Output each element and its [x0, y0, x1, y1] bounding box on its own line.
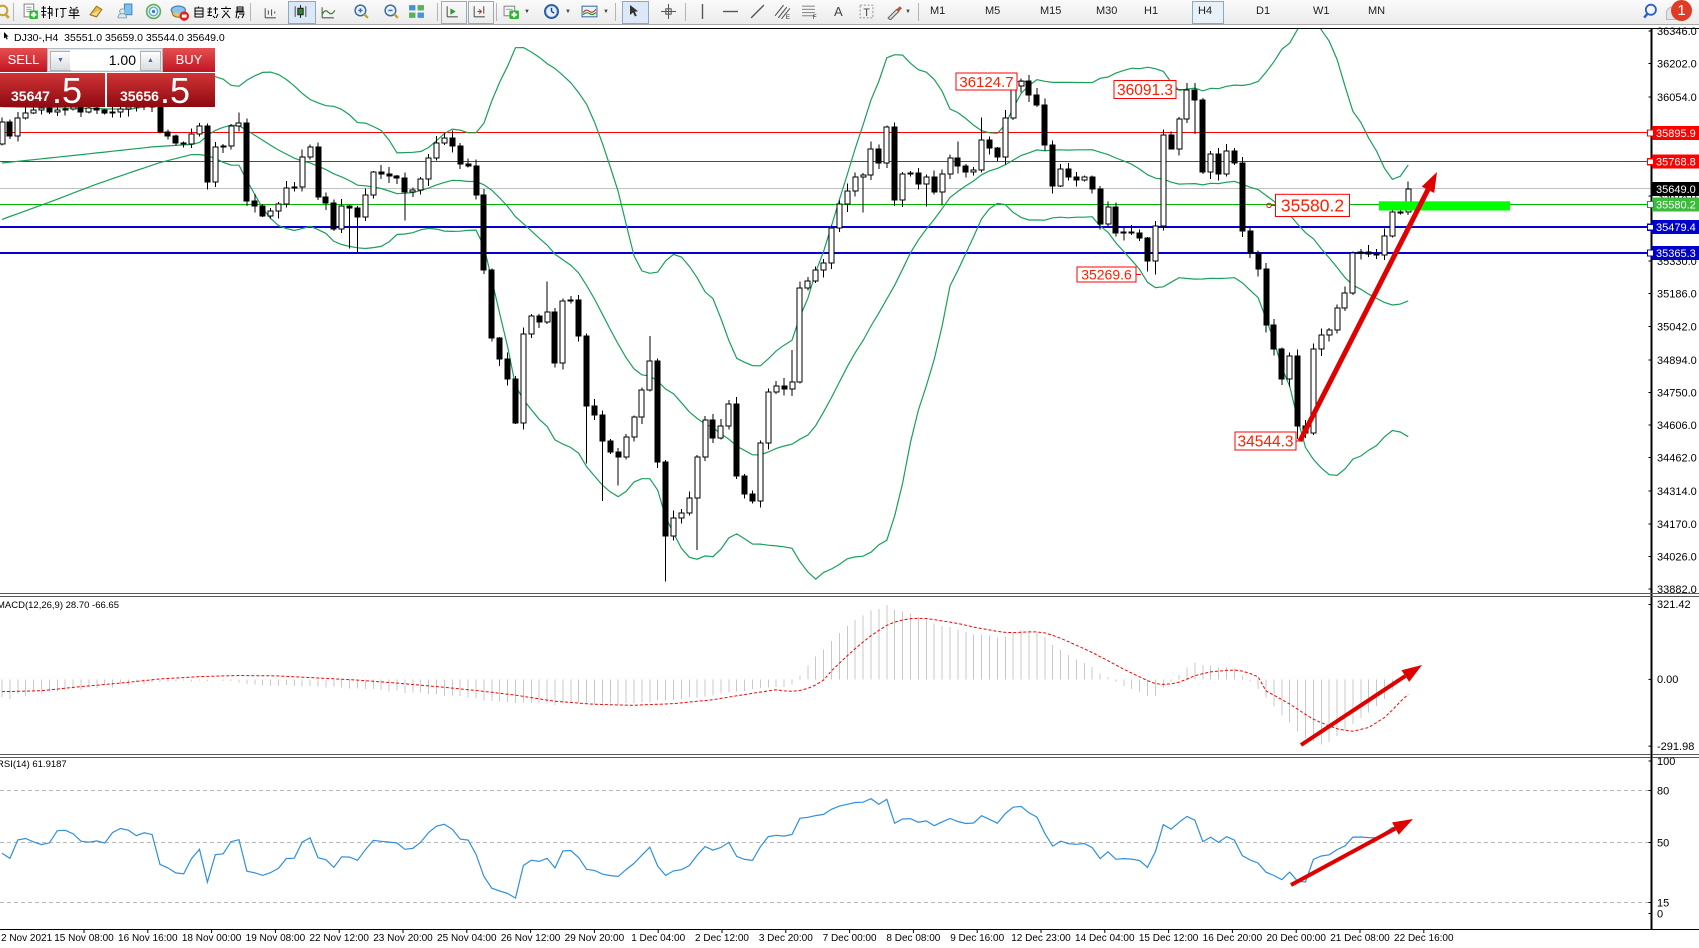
svg-text:34750.0: 34750.0: [1657, 387, 1697, 399]
svg-text:35042.0: 35042.0: [1657, 321, 1697, 333]
svg-text:34314.0: 34314.0: [1657, 486, 1697, 498]
svg-text:20 Dec 00:00: 20 Dec 00:00: [1266, 933, 1326, 944]
svg-text:16 Dec 20:00: 16 Dec 20:00: [1203, 933, 1263, 944]
svg-text:0.00: 0.00: [1657, 674, 1678, 686]
svg-text:7 Dec 00:00: 7 Dec 00:00: [823, 933, 877, 944]
svg-text:21 Dec 08:00: 21 Dec 08:00: [1330, 933, 1390, 944]
svg-text:9 Dec 16:00: 9 Dec 16:00: [950, 933, 1004, 944]
svg-text:100: 100: [1657, 756, 1675, 768]
svg-text:36202.0: 36202.0: [1657, 59, 1697, 71]
svg-text:19 Nov 08:00: 19 Nov 08:00: [246, 933, 306, 944]
svg-text:35580.2: 35580.2: [1656, 199, 1696, 211]
svg-text:MACD(12,26,9) 28.70 -66.65: MACD(12,26,9) 28.70 -66.65: [0, 600, 119, 611]
svg-text:34170.0: 34170.0: [1657, 519, 1697, 531]
svg-text:15: 15: [1657, 898, 1669, 910]
svg-text:E: E: [786, 14, 790, 20]
svg-text:36346.0: 36346.0: [1657, 26, 1697, 38]
svg-text:16 Nov 16:00: 16 Nov 16:00: [118, 933, 178, 944]
svg-text:22 Nov 12:00: 22 Nov 12:00: [309, 933, 369, 944]
svg-text:34894.0: 34894.0: [1657, 355, 1697, 367]
svg-text:36054.0: 36054.0: [1657, 92, 1697, 104]
svg-text:35580.2: 35580.2: [1281, 196, 1344, 216]
svg-text:2 Nov 2021: 2 Nov 2021: [1, 933, 53, 944]
svg-text:34462.0: 34462.0: [1657, 453, 1697, 465]
svg-text:29 Nov 20:00: 29 Nov 20:00: [565, 933, 625, 944]
svg-text:14 Dec 04:00: 14 Dec 04:00: [1075, 933, 1135, 944]
svg-text:34544.3: 34544.3: [1237, 434, 1293, 451]
svg-text:-291.98: -291.98: [1657, 741, 1694, 753]
svg-text:26 Nov 12:00: 26 Nov 12:00: [501, 933, 561, 944]
svg-text:50: 50: [1657, 838, 1669, 850]
svg-text:36124.7: 36124.7: [959, 74, 1013, 91]
svg-text:12 Dec 23:00: 12 Dec 23:00: [1011, 933, 1071, 944]
svg-text:18 Nov 00:00: 18 Nov 00:00: [182, 933, 242, 944]
svg-text:80: 80: [1657, 786, 1669, 798]
svg-text:35649.0: 35649.0: [1656, 184, 1696, 196]
svg-text:1 Dec 04:00: 1 Dec 04:00: [631, 933, 685, 944]
svg-text:3 Dec 20:00: 3 Dec 20:00: [759, 933, 813, 944]
svg-text:15 Nov 08:00: 15 Nov 08:00: [54, 933, 114, 944]
svg-text:36091.3: 36091.3: [1117, 82, 1173, 99]
svg-text:23 Nov 20:00: 23 Nov 20:00: [373, 933, 433, 944]
svg-text:35269.6: 35269.6: [1081, 267, 1132, 283]
svg-text:25 Nov 04:00: 25 Nov 04:00: [437, 933, 497, 944]
svg-text:15 Dec 12:00: 15 Dec 12:00: [1139, 933, 1199, 944]
svg-text:RSI(14) 61.9187: RSI(14) 61.9187: [0, 759, 67, 770]
svg-text:35479.4: 35479.4: [1656, 222, 1696, 234]
svg-text:321.42: 321.42: [1657, 599, 1691, 611]
svg-text:T: T: [863, 7, 870, 19]
svg-text:34606.0: 34606.0: [1657, 420, 1697, 432]
svg-text:35186.0: 35186.0: [1657, 289, 1697, 301]
svg-text:DJ30-,H4 35551.0 35659.0 3554: DJ30-,H4 35551.0 35659.0 35544.0 35649.0: [14, 32, 225, 44]
svg-text:F: F: [813, 14, 817, 20]
svg-text:2 Dec 12:00: 2 Dec 12:00: [695, 933, 749, 944]
svg-text:35365.3: 35365.3: [1656, 248, 1696, 260]
svg-text:33882.0: 33882.0: [1657, 584, 1697, 596]
svg-text:0: 0: [1657, 909, 1663, 921]
svg-text:35768.8: 35768.8: [1656, 157, 1696, 169]
svg-text:35895.9: 35895.9: [1656, 128, 1696, 140]
svg-text:22 Dec 16:00: 22 Dec 16:00: [1394, 933, 1454, 944]
svg-text:34026.0: 34026.0: [1657, 551, 1697, 563]
svg-text:8 Dec 08:00: 8 Dec 08:00: [886, 933, 940, 944]
